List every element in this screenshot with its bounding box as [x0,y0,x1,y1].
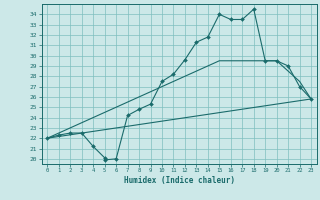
X-axis label: Humidex (Indice chaleur): Humidex (Indice chaleur) [124,176,235,185]
